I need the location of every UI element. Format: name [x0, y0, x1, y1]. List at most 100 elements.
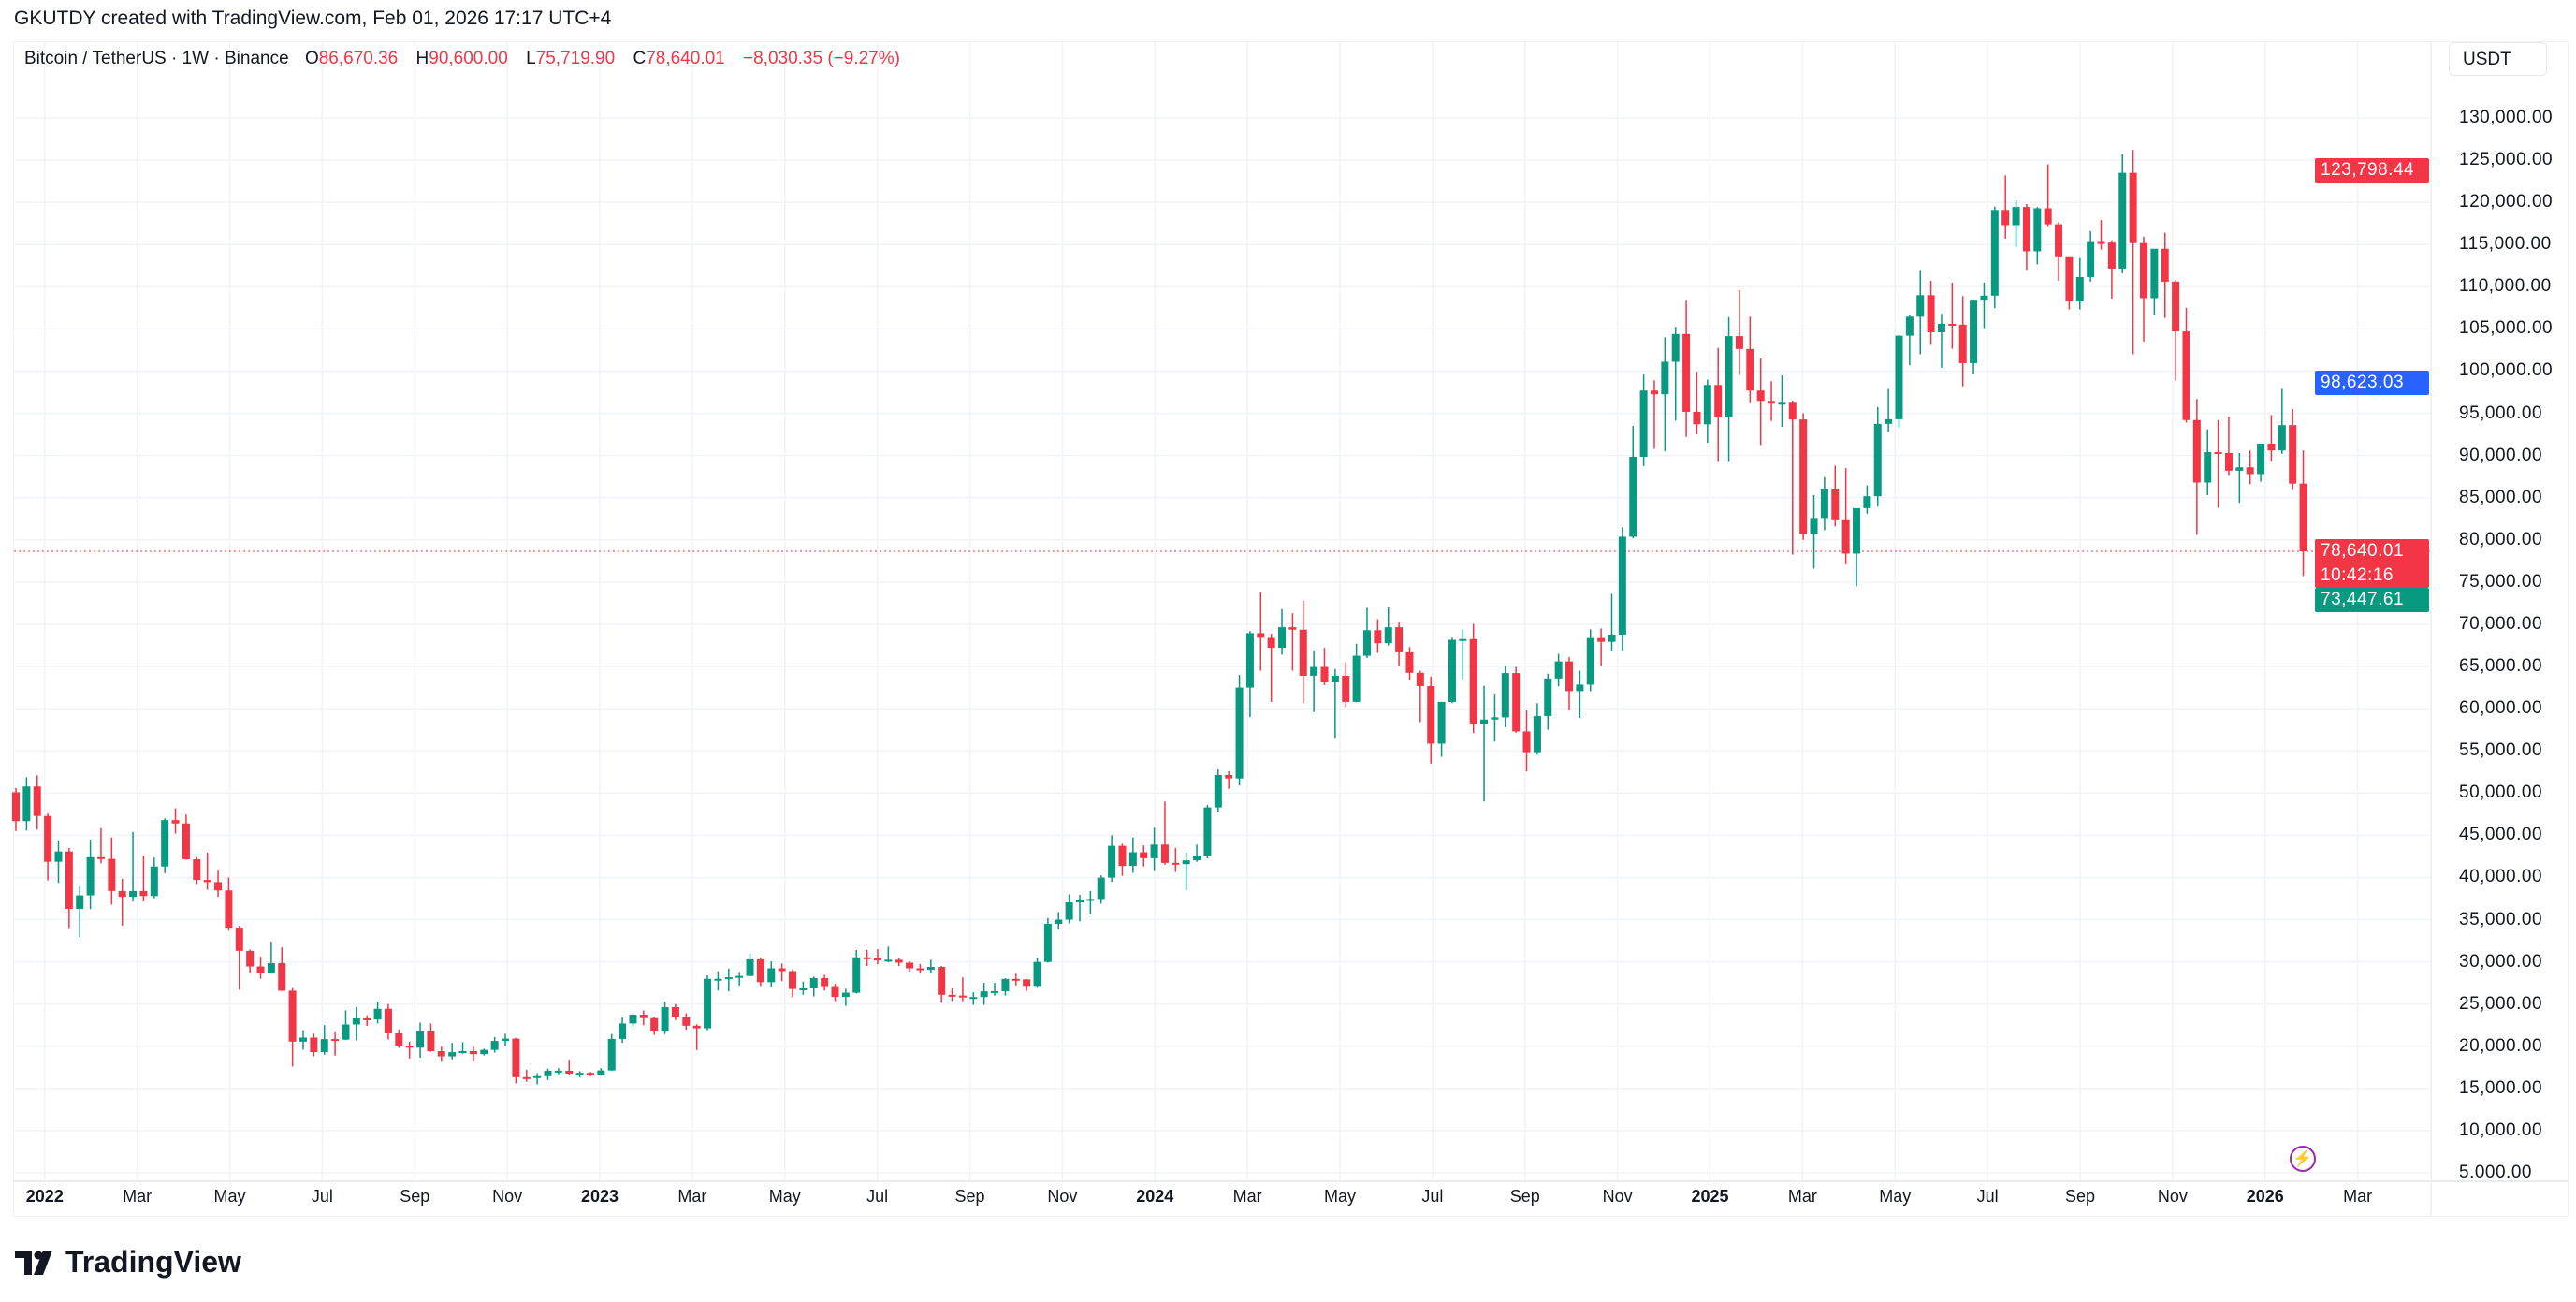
candle-body [1459, 638, 1467, 641]
candle-body [2267, 444, 2276, 451]
candle-body [565, 1070, 574, 1074]
candle [1033, 958, 1041, 988]
time-tick-label: Mar [2343, 1187, 2373, 1206]
candle-body [619, 1023, 627, 1039]
chart-frame [13, 41, 2569, 1217]
candle [1937, 314, 1945, 368]
candle [607, 1033, 616, 1071]
candle [54, 840, 63, 884]
candle-body [1150, 844, 1158, 858]
candle [1055, 912, 1063, 929]
candle [1990, 206, 1999, 309]
candle [809, 976, 818, 997]
candle [1756, 358, 1765, 446]
candle-body [2150, 248, 2159, 299]
lightning-icon[interactable]: ⚡ [2290, 1146, 2316, 1172]
candle-body [2192, 419, 2201, 483]
candle [1853, 507, 1861, 587]
candle-body [352, 1018, 360, 1025]
time-tick-label: 2026 [2246, 1187, 2284, 1206]
candle-body [12, 792, 20, 822]
symbol-name[interactable]: Bitcoin / TetherUS · 1W · Binance [24, 49, 289, 68]
candle-body [267, 962, 275, 973]
candle [65, 847, 73, 929]
price-tick-label: 80,000.00 [2459, 529, 2543, 549]
price-tick-label: 90,000.00 [2459, 445, 2543, 465]
candle-body [1055, 919, 1063, 925]
candle [437, 1046, 445, 1062]
candle [2097, 220, 2105, 250]
price-tick-label: 5.000.00 [2459, 1163, 2532, 1182]
candle-body [1160, 844, 1169, 863]
candle-body [65, 851, 73, 909]
candle-body [895, 959, 903, 963]
candle-body [821, 978, 829, 987]
candle-body [2055, 224, 2063, 257]
candle [1203, 804, 1212, 859]
time-tick-label: Sep [1509, 1187, 1540, 1206]
price-tick-label: 95,000.00 [2459, 402, 2543, 423]
candle [2118, 154, 2127, 273]
candle-body [1001, 978, 1010, 991]
time-tick-label: Jul [1976, 1187, 1999, 1206]
candle-body [1927, 295, 1935, 333]
candle [1746, 316, 1754, 403]
candle-body [1650, 390, 1658, 395]
candle-body [831, 986, 839, 998]
low-value: 75,719.90 [535, 49, 616, 68]
currency-button[interactable]: USDT [2449, 42, 2547, 76]
candle [1629, 426, 1637, 538]
candle-body [150, 866, 158, 897]
candle [246, 949, 255, 973]
candle-body [1533, 715, 1541, 753]
marker-price-tag: 98,623.03 [2315, 370, 2429, 395]
candle [1128, 837, 1137, 873]
candle [139, 855, 148, 902]
candle-body [554, 1070, 562, 1073]
candle [1916, 270, 1925, 355]
candle [884, 946, 893, 963]
candle [129, 831, 138, 902]
candle-body [692, 1025, 701, 1029]
candle-body [33, 786, 41, 816]
candle [384, 1003, 392, 1040]
candle [863, 949, 871, 967]
candle-body [1608, 634, 1616, 642]
candle-body [2289, 425, 2297, 484]
candle-body [586, 1073, 594, 1075]
candle [44, 813, 52, 881]
time-tick-label: Mar [677, 1187, 707, 1206]
candle [2299, 450, 2307, 577]
candle-body [1405, 651, 1414, 673]
candle [1810, 495, 1818, 569]
candle [193, 856, 201, 885]
candle [1970, 299, 1978, 375]
candle-body [2224, 452, 2233, 471]
candle-body [1831, 488, 1840, 520]
candle [1182, 853, 1190, 890]
candle-body [1011, 978, 1020, 981]
candle-body [1352, 655, 1361, 702]
candle-body [1097, 877, 1105, 900]
candle [724, 968, 733, 992]
candle-body [2118, 172, 2127, 269]
candle [1416, 670, 1424, 723]
candle-body [926, 967, 935, 971]
price-tick-label: 15,000.00 [2459, 1077, 2543, 1098]
candle [906, 961, 914, 972]
candle [1288, 613, 1297, 671]
candle-body [735, 975, 744, 978]
candle-body [2299, 483, 2307, 552]
candle-body [458, 1050, 467, 1053]
tradingview-logo-icon [15, 1250, 52, 1275]
candle [575, 1071, 584, 1078]
candle [926, 959, 935, 973]
candle [1374, 619, 1382, 653]
candle [1682, 300, 1691, 437]
candle [203, 852, 211, 890]
candle-body [2022, 207, 2030, 252]
candle [2267, 415, 2276, 461]
candle-body [469, 1050, 477, 1055]
candle-body [44, 815, 52, 862]
